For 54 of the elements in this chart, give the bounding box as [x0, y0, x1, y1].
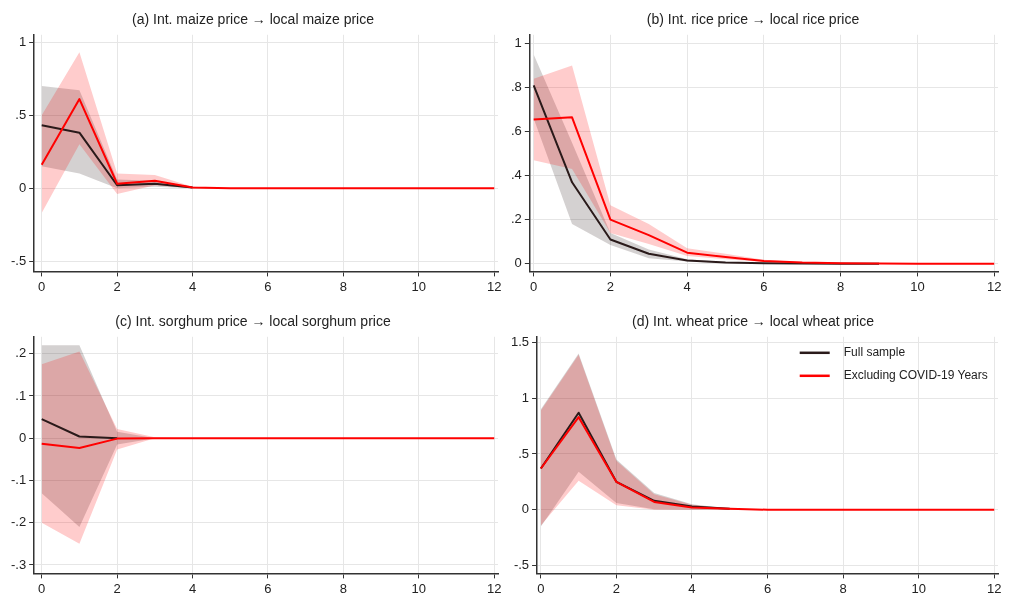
x-tick-label: 2	[606, 278, 615, 294]
x-tick-label: 2	[612, 580, 621, 596]
y-tick-label: .1	[15, 387, 27, 403]
y-tick-label: 1.5	[510, 333, 530, 349]
x-tick-label: 8	[339, 278, 348, 294]
x-tick-label: 12	[486, 278, 502, 294]
x-tick-label: 6	[264, 580, 272, 596]
legend-label: Excluding COVID-19 Years	[843, 368, 988, 383]
x-tick-label: 4	[688, 580, 696, 596]
y-tick-label: -.5	[513, 557, 530, 573]
y-tick-label: .2	[15, 345, 27, 361]
x-tick-label: 8	[339, 580, 348, 596]
y-tick-label: 0	[521, 501, 530, 517]
y-tick-label: 0	[18, 429, 27, 445]
x-tick-label: 4	[188, 580, 197, 596]
y-tick-label: -.2	[11, 514, 27, 530]
y-tick-label: 0	[514, 255, 522, 271]
legend-label: Full sample	[843, 345, 906, 360]
x-tick-label: 10	[911, 580, 926, 596]
y-tick-label: 1	[521, 389, 530, 405]
x-tick-label: 6	[264, 278, 272, 294]
chart-title: (c) Int. sorghum price → local sorghum price	[115, 313, 391, 330]
x-tick-label: 12	[486, 580, 502, 596]
y-tick-label: .5	[15, 106, 27, 122]
y-tick-label: 1	[514, 35, 522, 51]
x-tick-label: 10	[411, 278, 427, 294]
x-tick-label: 6	[760, 278, 768, 294]
x-tick-label: 0	[38, 580, 46, 596]
x-tick-label: 10	[910, 278, 925, 294]
x-tick-label: 6	[763, 580, 772, 596]
y-tick-label: -.5	[11, 252, 27, 268]
chart-title: (d) Int. wheat price → local wheat price	[632, 313, 875, 330]
x-tick-label: 10	[411, 580, 427, 596]
x-tick-label: 8	[837, 278, 845, 294]
chart-title: (b) Int. rice price → local rice price	[646, 11, 860, 28]
x-tick-label: 12	[986, 580, 1002, 596]
y-tick-label: .5	[518, 445, 530, 461]
y-tick-label: -.3	[11, 556, 27, 572]
chart-title: (a) Int. maize price → local maize price	[132, 11, 375, 28]
x-tick-label: 4	[683, 278, 691, 294]
x-tick-label: 2	[113, 278, 121, 294]
x-tick-label: 0	[537, 580, 545, 596]
y-tick-label: 1	[18, 33, 27, 49]
x-tick-label: 8	[839, 580, 847, 596]
y-tick-label: .8	[511, 79, 522, 95]
y-tick-label: .6	[511, 123, 522, 139]
y-tick-label: .4	[511, 167, 522, 183]
y-tick-label: 0	[18, 179, 27, 195]
x-tick-label: 4	[188, 278, 197, 294]
y-tick-label: .2	[511, 211, 522, 227]
y-tick-label: -.1	[11, 472, 27, 488]
x-tick-label: 2	[113, 580, 121, 596]
x-tick-label: 12	[986, 278, 1002, 294]
x-tick-label: 0	[38, 278, 46, 294]
